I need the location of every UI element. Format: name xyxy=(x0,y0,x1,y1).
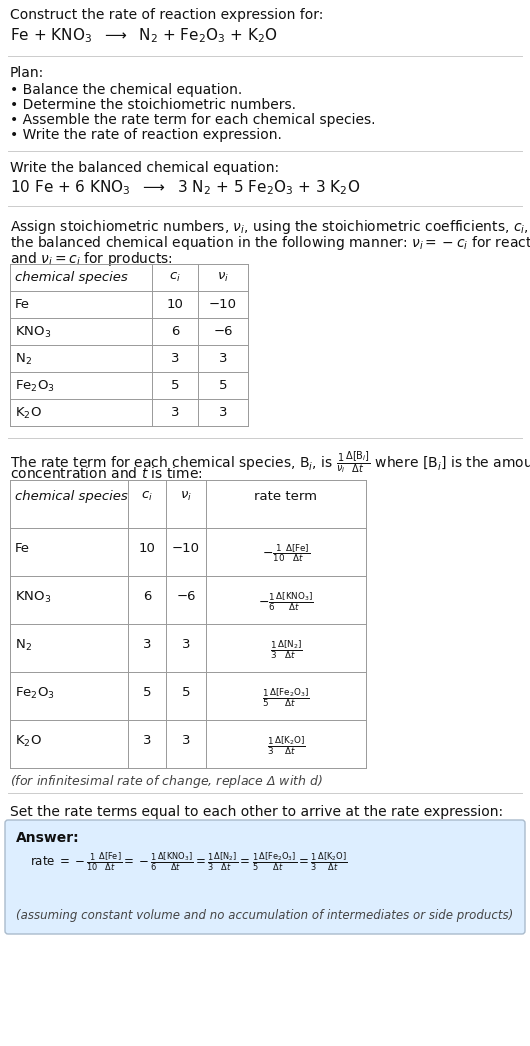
Text: chemical species: chemical species xyxy=(15,490,128,503)
Text: (for infinitesimal rate of change, replace Δ with $d$): (for infinitesimal rate of change, repla… xyxy=(10,773,323,790)
Text: rate term: rate term xyxy=(254,490,317,503)
Text: 3: 3 xyxy=(182,638,190,651)
Text: concentration and $t$ is time:: concentration and $t$ is time: xyxy=(10,467,202,481)
Text: 3: 3 xyxy=(171,406,179,419)
Text: 3: 3 xyxy=(219,406,227,419)
Text: 10 Fe + 6 KNO$_3$  $\longrightarrow$  3 N$_2$ + 5 Fe$_2$O$_3$ + 3 K$_2$O: 10 Fe + 6 KNO$_3$ $\longrightarrow$ 3 N$… xyxy=(10,178,360,197)
Text: $\frac{1}{5}\frac{\Delta[\mathrm{Fe_2O_3}]}{\Delta t}$: $\frac{1}{5}\frac{\Delta[\mathrm{Fe_2O_3… xyxy=(262,686,310,709)
Text: 5: 5 xyxy=(143,686,151,699)
Text: 5: 5 xyxy=(219,379,227,392)
Text: Fe: Fe xyxy=(15,542,30,555)
Text: • Determine the stoichiometric numbers.: • Determine the stoichiometric numbers. xyxy=(10,98,296,112)
Text: chemical species: chemical species xyxy=(15,271,128,285)
Text: Fe$_2$O$_3$: Fe$_2$O$_3$ xyxy=(15,686,55,701)
Text: Fe + KNO$_3$  $\longrightarrow$  N$_2$ + Fe$_2$O$_3$ + K$_2$O: Fe + KNO$_3$ $\longrightarrow$ N$_2$ + F… xyxy=(10,26,278,45)
Text: (assuming constant volume and no accumulation of intermediates or side products): (assuming constant volume and no accumul… xyxy=(16,909,513,922)
Text: N$_2$: N$_2$ xyxy=(15,638,32,653)
Text: N$_2$: N$_2$ xyxy=(15,353,32,367)
Text: Fe: Fe xyxy=(15,298,30,311)
Text: 10: 10 xyxy=(166,298,183,311)
Text: 10: 10 xyxy=(138,542,155,555)
Text: KNO$_3$: KNO$_3$ xyxy=(15,590,51,605)
Text: 3: 3 xyxy=(219,353,227,365)
Text: 5: 5 xyxy=(171,379,179,392)
Text: $\nu_i$: $\nu_i$ xyxy=(217,271,229,285)
Text: K$_2$O: K$_2$O xyxy=(15,734,42,749)
Text: −6: −6 xyxy=(213,325,233,338)
Text: 3: 3 xyxy=(143,638,151,651)
Text: The rate term for each chemical species, B$_i$, is $\frac{1}{\nu_i}\frac{\Delta[: The rate term for each chemical species,… xyxy=(10,450,530,476)
Text: $-\frac{1}{10}\frac{\Delta[\mathrm{Fe}]}{\Delta t}$: $-\frac{1}{10}\frac{\Delta[\mathrm{Fe}]}… xyxy=(262,542,310,564)
Text: 3: 3 xyxy=(171,353,179,365)
Text: 3: 3 xyxy=(182,734,190,747)
Text: $\frac{1}{3}\frac{\Delta[\mathrm{K_2O}]}{\Delta t}$: $\frac{1}{3}\frac{\Delta[\mathrm{K_2O}]}… xyxy=(267,734,305,756)
Text: Answer:: Answer: xyxy=(16,831,80,845)
Text: Fe$_2$O$_3$: Fe$_2$O$_3$ xyxy=(15,379,55,394)
Text: 6: 6 xyxy=(171,325,179,338)
Text: Write the balanced chemical equation:: Write the balanced chemical equation: xyxy=(10,161,279,175)
Text: $\nu_i$: $\nu_i$ xyxy=(180,490,192,503)
Text: $-\frac{1}{6}\frac{\Delta[\mathrm{KNO_3}]}{\Delta t}$: $-\frac{1}{6}\frac{\Delta[\mathrm{KNO_3}… xyxy=(258,590,314,613)
Text: the balanced chemical equation in the following manner: $\nu_i = -c_i$ for react: the balanced chemical equation in the fo… xyxy=(10,234,530,252)
Text: • Write the rate of reaction expression.: • Write the rate of reaction expression. xyxy=(10,128,282,142)
Text: KNO$_3$: KNO$_3$ xyxy=(15,325,51,340)
Text: Plan:: Plan: xyxy=(10,66,44,79)
Text: 6: 6 xyxy=(143,590,151,602)
Text: Assign stoichiometric numbers, $\nu_i$, using the stoichiometric coefficients, $: Assign stoichiometric numbers, $\nu_i$, … xyxy=(10,218,530,236)
Text: K$_2$O: K$_2$O xyxy=(15,406,42,422)
Text: rate $= -\frac{1}{10}\frac{\Delta[\mathrm{Fe}]}{\Delta t} = -\frac{1}{6}\frac{\D: rate $= -\frac{1}{10}\frac{\Delta[\mathr… xyxy=(30,851,348,873)
Text: −10: −10 xyxy=(209,298,237,311)
Text: Set the rate terms equal to each other to arrive at the rate expression:: Set the rate terms equal to each other t… xyxy=(10,805,503,819)
Text: $c_i$: $c_i$ xyxy=(169,271,181,285)
Text: −10: −10 xyxy=(172,542,200,555)
FancyBboxPatch shape xyxy=(5,820,525,934)
Text: and $\nu_i = c_i$ for products:: and $\nu_i = c_i$ for products: xyxy=(10,250,173,268)
Text: 5: 5 xyxy=(182,686,190,699)
Text: • Assemble the rate term for each chemical species.: • Assemble the rate term for each chemic… xyxy=(10,113,375,127)
Text: $\frac{1}{3}\frac{\Delta[\mathrm{N_2}]}{\Delta t}$: $\frac{1}{3}\frac{\Delta[\mathrm{N_2}]}{… xyxy=(270,638,302,661)
Text: Construct the rate of reaction expression for:: Construct the rate of reaction expressio… xyxy=(10,8,323,22)
Text: 3: 3 xyxy=(143,734,151,747)
Text: −6: −6 xyxy=(176,590,196,602)
Text: • Balance the chemical equation.: • Balance the chemical equation. xyxy=(10,83,242,97)
Text: $c_i$: $c_i$ xyxy=(141,490,153,503)
